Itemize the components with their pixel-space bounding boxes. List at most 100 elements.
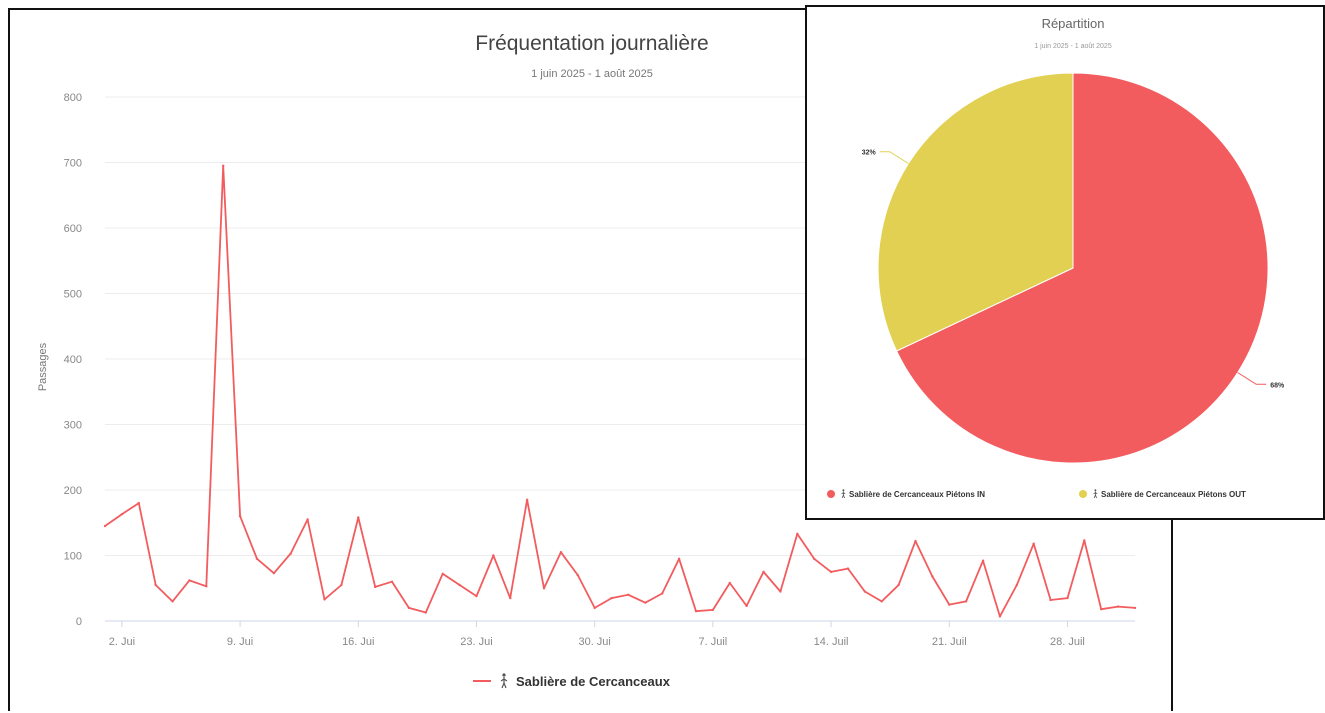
data-point[interactable] <box>931 575 934 578</box>
data-point[interactable] <box>1032 542 1035 545</box>
data-point[interactable] <box>1083 539 1086 542</box>
data-point[interactable] <box>796 532 799 536</box>
data-point[interactable] <box>948 603 951 606</box>
x-axis: 2. Jui 9. Jui 16. Jui 23. Jui 30. Jui 7. Juil… <box>109 621 1085 648</box>
pie-data-labels: 68% 32% <box>862 150 1285 390</box>
data-point[interactable] <box>289 552 292 555</box>
data-point[interactable] <box>812 557 816 560</box>
pie-legend-item-in[interactable]: Sablière de Cercanceaux Piétons IN <box>827 489 985 499</box>
data-point[interactable] <box>677 557 681 560</box>
data-point[interactable] <box>593 606 596 610</box>
data-point[interactable] <box>1100 608 1103 611</box>
data-point[interactable] <box>221 164 225 167</box>
data-point[interactable] <box>171 600 174 603</box>
data-point[interactable] <box>509 596 512 600</box>
data-point[interactable] <box>610 596 613 600</box>
person-walking-icon <box>841 489 846 499</box>
data-point[interactable] <box>576 573 579 577</box>
data-point[interactable] <box>914 539 917 543</box>
data-point[interactable] <box>829 570 833 574</box>
data-point[interactable] <box>458 583 461 587</box>
data-point[interactable] <box>694 609 698 613</box>
data-point[interactable] <box>998 615 1002 618</box>
pie-legend-item-out[interactable]: Sablière de Cercanceaux Piétons OUT <box>1079 489 1246 499</box>
data-point[interactable] <box>981 559 985 562</box>
y-tick-label: 600 <box>64 223 82 235</box>
x-tick-label: 28. Juil <box>1050 636 1085 648</box>
series-group <box>103 164 1137 618</box>
data-point[interactable] <box>255 557 259 560</box>
data-point[interactable] <box>238 515 242 518</box>
data-point[interactable] <box>728 581 731 585</box>
data-point[interactable] <box>103 524 107 528</box>
legend-swatch-out <box>1079 490 1087 498</box>
legend[interactable]: Sablière de Cercanceaux <box>473 673 671 689</box>
data-point[interactable] <box>340 583 343 587</box>
data-point[interactable] <box>1116 605 1120 608</box>
data-point[interactable] <box>1133 606 1137 610</box>
x-tick-label: 21. Juil <box>932 636 967 648</box>
pie-chart: Répartition 1 juin 2025 - 1 août 2025 68… <box>827 16 1285 499</box>
data-point[interactable] <box>846 567 850 570</box>
data-point[interactable] <box>272 571 276 575</box>
pie-chart-panel: Répartition 1 juin 2025 - 1 août 2025 68… <box>805 5 1325 520</box>
data-point[interactable] <box>644 601 647 604</box>
x-tick-label: 23. Jui <box>460 636 492 648</box>
data-point[interactable] <box>525 498 529 502</box>
y-tick-label: 300 <box>64 420 82 432</box>
line-chart-title: Fréquentation journalière <box>475 32 708 55</box>
data-point[interactable] <box>897 583 900 587</box>
data-point[interactable] <box>627 593 630 596</box>
pie-data-label: 68% <box>1270 382 1285 389</box>
data-point[interactable] <box>205 585 208 588</box>
y-tick-label: 200 <box>64 485 82 497</box>
y-axis-title: Passages <box>37 342 49 391</box>
data-point[interactable] <box>323 598 326 601</box>
data-point[interactable] <box>863 590 867 593</box>
x-tick-label: 14. Juil <box>814 636 849 648</box>
series-line[interactable] <box>104 164 1136 618</box>
x-tick-label: 30. Jui <box>578 636 610 648</box>
data-point[interactable] <box>779 590 782 593</box>
data-point[interactable] <box>880 600 883 603</box>
data-point[interactable] <box>1066 596 1069 600</box>
y-tick-label: 100 <box>64 551 82 563</box>
data-point[interactable] <box>745 604 748 608</box>
pie-connector <box>879 151 909 164</box>
data-point[interactable] <box>475 594 478 598</box>
data-point[interactable] <box>407 606 411 610</box>
data-point[interactable] <box>373 585 377 589</box>
data-point[interactable] <box>390 580 394 583</box>
y-tick-label: 400 <box>64 354 82 366</box>
data-point[interactable] <box>964 600 968 603</box>
data-point[interactable] <box>441 572 444 576</box>
data-point[interactable] <box>1049 598 1052 602</box>
data-point[interactable] <box>188 579 191 582</box>
data-point[interactable] <box>154 583 157 587</box>
y-tick-label: 700 <box>64 158 82 170</box>
pie-slices <box>877 72 1269 464</box>
y-tick-label: 0 <box>76 616 82 628</box>
x-tick-label: 7. Juil <box>698 636 727 648</box>
data-point[interactable] <box>492 554 495 557</box>
pie-chart-title: Répartition <box>1042 16 1105 31</box>
data-point[interactable] <box>137 501 140 505</box>
line-chart-subtitle: 1 juin 2025 - 1 août 2025 <box>531 68 653 80</box>
y-tick-label: 500 <box>64 289 82 301</box>
data-point[interactable] <box>120 513 124 516</box>
data-point[interactable] <box>1015 583 1019 587</box>
data-point[interactable] <box>424 611 428 614</box>
pie-legend[interactable]: Sablière de Cercanceaux Piétons IN Sabli… <box>827 489 1246 499</box>
pie-slice[interactable] <box>877 72 1074 352</box>
x-tick-label: 9. Jui <box>227 636 253 648</box>
data-point[interactable] <box>711 608 715 612</box>
data-point[interactable] <box>542 587 546 590</box>
data-point[interactable] <box>661 592 664 595</box>
person-walking-icon <box>1093 489 1098 499</box>
data-point[interactable] <box>559 551 563 554</box>
y-tick-label: 800 <box>64 92 82 104</box>
data-point[interactable] <box>762 570 765 574</box>
data-point[interactable] <box>306 518 309 521</box>
data-point[interactable] <box>357 516 360 519</box>
pie-legend-label-out: Sablière de Cercanceaux Piétons OUT <box>1101 490 1246 499</box>
